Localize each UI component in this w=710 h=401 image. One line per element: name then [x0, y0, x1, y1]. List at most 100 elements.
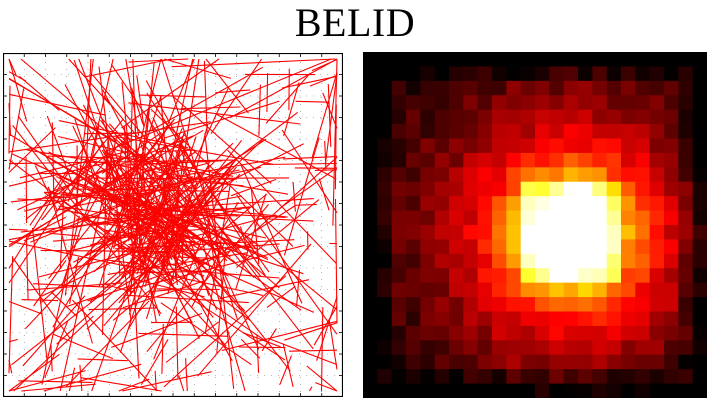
heatmap-cell: [406, 282, 421, 298]
heatmap-cell: [420, 253, 436, 269]
heatmap-cell: [678, 138, 694, 154]
line-segment: [22, 295, 86, 367]
line-segments-plot: [3, 53, 343, 397]
heatmap-cell: [635, 354, 651, 370]
heatmap-cell: [434, 383, 450, 398]
heatmap-cell: [506, 124, 522, 140]
heatmap-cell: [592, 52, 608, 68]
heatmap-cell: [492, 196, 507, 212]
heatmap-cell: [578, 181, 593, 197]
heatmap-cell: [563, 239, 579, 255]
heatmap-cell: [477, 325, 493, 341]
heatmap-cell: [592, 210, 608, 226]
heatmap-cell: [520, 196, 536, 212]
line-segment: [50, 344, 53, 372]
line-segment: [202, 182, 218, 279]
heatmap-cell: [520, 253, 536, 269]
line-segment: [8, 240, 264, 296]
heatmap-cell: [449, 340, 464, 356]
line-segment: [80, 377, 162, 392]
heatmap-cell: [520, 239, 536, 255]
heatmap-cell: [477, 109, 493, 125]
heatmap-cell: [492, 181, 507, 197]
heatmap-cell: [363, 268, 378, 284]
heatmap-cell: [635, 196, 651, 212]
heatmap-cell: [391, 268, 407, 284]
heatmap-cell: [449, 167, 464, 183]
heatmap-cell: [391, 95, 407, 111]
heatmap-cell: [477, 80, 493, 96]
heatmap-cell: [621, 124, 636, 140]
heatmap-cell: [678, 297, 694, 313]
heatmap-cell: [692, 225, 707, 241]
heatmap-cell: [477, 95, 493, 111]
line-segment: [334, 198, 338, 324]
heatmap-cell: [420, 383, 436, 398]
heatmap-cell: [520, 225, 536, 241]
heatmap-cell: [578, 239, 593, 255]
heatmap-cell: [563, 210, 579, 226]
heatmap-cell: [635, 253, 651, 269]
line-segment: [240, 164, 303, 304]
heatmap-cell: [621, 109, 636, 125]
heatmap-cell: [635, 181, 651, 197]
heatmap-cell: [635, 282, 651, 298]
line-segment: [203, 60, 208, 135]
heatmap-cell: [692, 138, 707, 154]
heatmap-cell: [664, 210, 679, 226]
line-segment: [309, 74, 338, 87]
heatmap-cell: [692, 253, 707, 269]
heatmap-cell: [592, 138, 608, 154]
heatmap-cell: [563, 138, 579, 154]
heatmap-cell: [578, 268, 593, 284]
heatmap-cell: [420, 167, 436, 183]
heatmap-cell: [692, 80, 707, 96]
heatmap-cell: [621, 196, 636, 212]
heatmap-cell: [463, 52, 479, 68]
heatmap-cell: [434, 80, 450, 96]
heatmap-cell: [549, 311, 565, 327]
heatmap-cell: [449, 52, 464, 68]
line-segment: [118, 378, 150, 392]
line-segment: [114, 211, 304, 275]
line-segment: [200, 238, 246, 392]
heatmap-cell: [477, 181, 493, 197]
heatmap-cell: [664, 66, 679, 82]
heatmap-cell: [363, 52, 378, 68]
heatmap-cell: [406, 109, 421, 125]
heatmap-cell: [563, 152, 579, 168]
heatmap-cell: [621, 95, 636, 111]
heatmap-cell: [535, 369, 550, 385]
heatmap-cell: [592, 340, 608, 356]
heatmap-cell: [420, 369, 436, 385]
heatmap-cell: [621, 210, 636, 226]
heatmap-cell: [477, 66, 493, 82]
heatmap-cell: [506, 210, 522, 226]
heatmap-cell: [535, 253, 550, 269]
heatmap-cell: [520, 124, 536, 140]
heatmap-cell: [692, 340, 707, 356]
line-segment: [82, 104, 175, 282]
heatmap-cell: [506, 181, 522, 197]
heatmap-cell: [363, 152, 378, 168]
heatmap-cell: [391, 239, 407, 255]
heatmap-cell: [520, 383, 536, 398]
heatmap-cell: [635, 311, 651, 327]
line-segments-panel: [3, 53, 343, 397]
heatmap-cell: [621, 383, 636, 398]
heatmap-cell: [578, 138, 593, 154]
heatmap-cell: [420, 210, 436, 226]
line-segment: [118, 244, 205, 277]
heatmap-cell: [549, 124, 565, 140]
line-segment: [157, 230, 233, 362]
heatmap-cell: [477, 297, 493, 313]
heatmap-cell: [506, 340, 522, 356]
heatmap-cell: [549, 95, 565, 111]
line-segment: [21, 299, 59, 302]
line-segment: [133, 156, 286, 185]
heatmap-cell: [664, 297, 679, 313]
line-segment: [128, 58, 189, 63]
heatmap-cell: [420, 196, 436, 212]
line-segment: [266, 73, 269, 113]
heatmap-cell: [377, 52, 393, 68]
